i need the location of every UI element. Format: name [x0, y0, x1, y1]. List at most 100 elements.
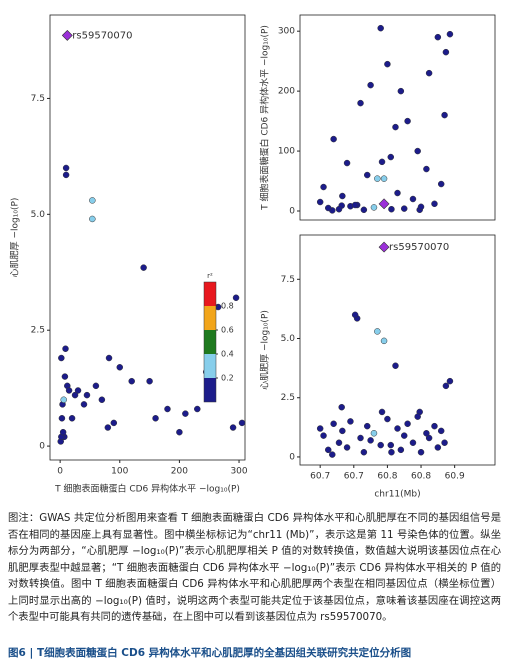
y-tick-label: 300 [278, 27, 295, 37]
snp-point [128, 377, 135, 385]
snp-point [378, 158, 386, 166]
snp-point [329, 451, 336, 458]
snp-point [394, 425, 401, 432]
colorbar-segment [204, 282, 216, 306]
lead-snp-point [378, 198, 390, 210]
snp-point [182, 410, 189, 417]
caption: 图注：GWAS 共定位分析图用来查看 T 细胞表面糖蛋白 CD6 异构体水平和心… [8, 512, 501, 623]
snp-point [409, 195, 417, 203]
snp-point [343, 444, 351, 451]
snp-point [414, 413, 421, 420]
snp-point [61, 373, 69, 380]
snp-point [367, 437, 374, 444]
y-tick-label: 5.0 [281, 334, 296, 344]
snp-point [437, 427, 445, 435]
snp-point [400, 432, 408, 439]
snp-point [387, 441, 395, 449]
colorbar-segment [204, 330, 216, 354]
snp-point [434, 33, 442, 41]
snp-point [58, 415, 66, 422]
snp-point [105, 354, 113, 362]
plot-frame [49, 14, 246, 461]
x-tick-label: 300 [230, 467, 247, 477]
snp-point [442, 382, 450, 390]
snp-point [316, 425, 324, 432]
y-axis-label: 心肌肥厚 −log₁₀(P) [260, 310, 271, 390]
snp-point [338, 403, 345, 411]
snp-point [423, 165, 430, 173]
snp-point [62, 164, 70, 172]
colorbar-segment [204, 354, 216, 378]
snp-point [164, 405, 171, 413]
snp-point [400, 205, 408, 212]
y-tick-label: 7.5 [281, 275, 295, 285]
y-tick-label: 5.0 [31, 210, 46, 220]
snp-point [60, 396, 67, 403]
snp-point [431, 422, 438, 430]
snp-point [71, 391, 79, 399]
snp-point [351, 311, 359, 319]
snp-point [324, 446, 332, 454]
snp-point [357, 434, 364, 442]
snp-point [351, 201, 359, 209]
snp-point [104, 424, 112, 431]
colorbar-segment [204, 306, 216, 330]
snp-point [446, 30, 454, 38]
snp-point [377, 441, 384, 449]
snp-point [446, 377, 454, 385]
snp-point [74, 387, 82, 394]
figure: 0 2.5 5.0 7.5 0 100 200 300 T 细胞表面糖蛋白 CD6 异构体水平 … [10, 14, 496, 500]
x-tick-label: 60.7 [344, 472, 364, 482]
snp-point [434, 444, 442, 451]
snp-point [238, 419, 246, 427]
snp-point [425, 69, 433, 77]
y-axis-label: T 细胞表面糖蛋白 CD6 异构体水平 −log₁₀(P) [259, 25, 271, 211]
y-tick-label: 200 [278, 87, 295, 97]
snp-point [441, 111, 448, 119]
snp-point [363, 171, 371, 179]
snp-point [59, 428, 67, 436]
snp-point [335, 205, 343, 213]
snp-point [92, 382, 100, 390]
snp-point [414, 147, 421, 155]
snp-point [431, 200, 438, 208]
snp-point [347, 418, 354, 425]
snp-point [392, 362, 399, 370]
snp-point [62, 171, 70, 179]
snp-point [152, 415, 159, 422]
x-tick-label: 60.8 [377, 472, 397, 482]
snp-point [363, 422, 371, 430]
snp-point [146, 377, 153, 385]
snp-point [387, 153, 395, 161]
snp-point [62, 345, 69, 352]
snp-point [441, 439, 448, 446]
x-tick-label: 60.8 [411, 472, 431, 482]
snp-point [384, 60, 391, 68]
colorbar-segment [204, 378, 216, 402]
snp-point [409, 439, 417, 446]
snp-point [58, 354, 65, 362]
x-tick-label: 100 [111, 467, 128, 477]
x-tick-label: 200 [171, 467, 188, 477]
snp-point [397, 87, 405, 95]
snp-point [343, 159, 351, 167]
x-axis-label: chr11(Mb) [374, 490, 420, 500]
y-tick-label: 100 [278, 147, 295, 157]
colorbar-title: r² [207, 272, 213, 280]
snp-point [316, 198, 324, 206]
colorbar-tick-label: 0.6 [221, 326, 234, 335]
snp-point [392, 123, 399, 131]
y-tick-label: 7.5 [31, 94, 45, 104]
colorbar-frame [203, 281, 217, 403]
snp-point [232, 294, 240, 302]
y-axis-label: 心肌肥厚 −log₁₀(P) [10, 198, 21, 278]
snp-point [404, 420, 411, 428]
snp-point [378, 408, 386, 416]
snp-point [330, 420, 337, 428]
x-tick-label: 60.9 [445, 472, 465, 482]
plot-frame [299, 14, 496, 221]
snp-point [335, 439, 343, 446]
y-tick-label: 0 [289, 452, 295, 462]
snp-point [370, 430, 378, 437]
